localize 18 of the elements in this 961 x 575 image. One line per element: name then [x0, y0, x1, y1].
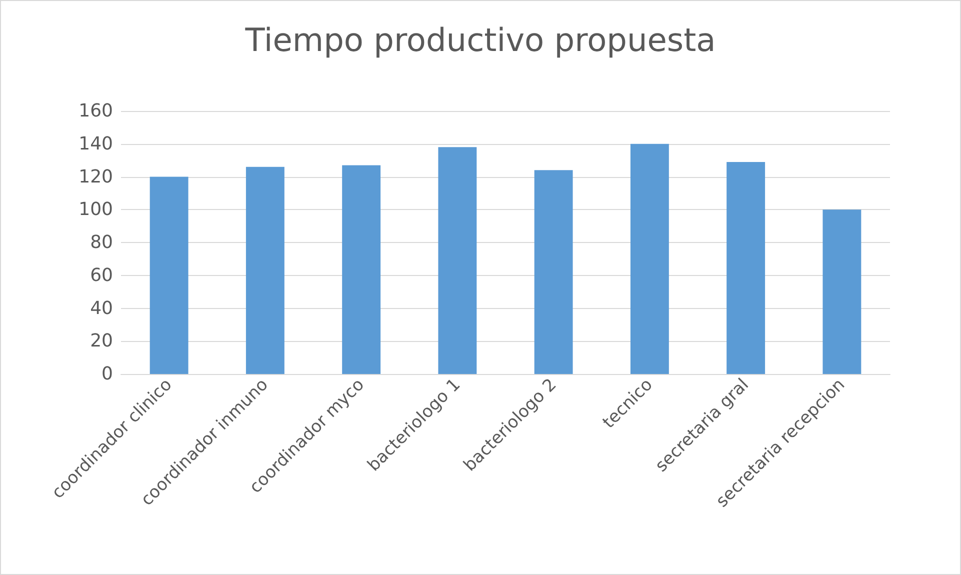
- bar: [630, 144, 669, 374]
- bar: [438, 147, 477, 374]
- bar: [150, 176, 188, 374]
- y-tick-label: 60: [90, 264, 113, 286]
- y-tick-label: 40: [90, 298, 113, 319]
- bar: [822, 210, 862, 374]
- bar: [342, 165, 381, 374]
- y-tick-label: 20: [90, 330, 113, 352]
- y-tick-label: 0: [102, 364, 113, 384]
- bar: [246, 166, 284, 374]
- y-tick-label: 160: [78, 100, 113, 122]
- y-tick-label: 140: [78, 133, 113, 154]
- bar: [726, 162, 766, 374]
- y-tick-label: 100: [78, 199, 113, 220]
- chart-title: Tiempo productivo propuesta: [244, 21, 716, 59]
- y-tick-label: 80: [90, 232, 113, 253]
- y-tick-label: 120: [78, 166, 113, 188]
- bar: [534, 170, 573, 374]
